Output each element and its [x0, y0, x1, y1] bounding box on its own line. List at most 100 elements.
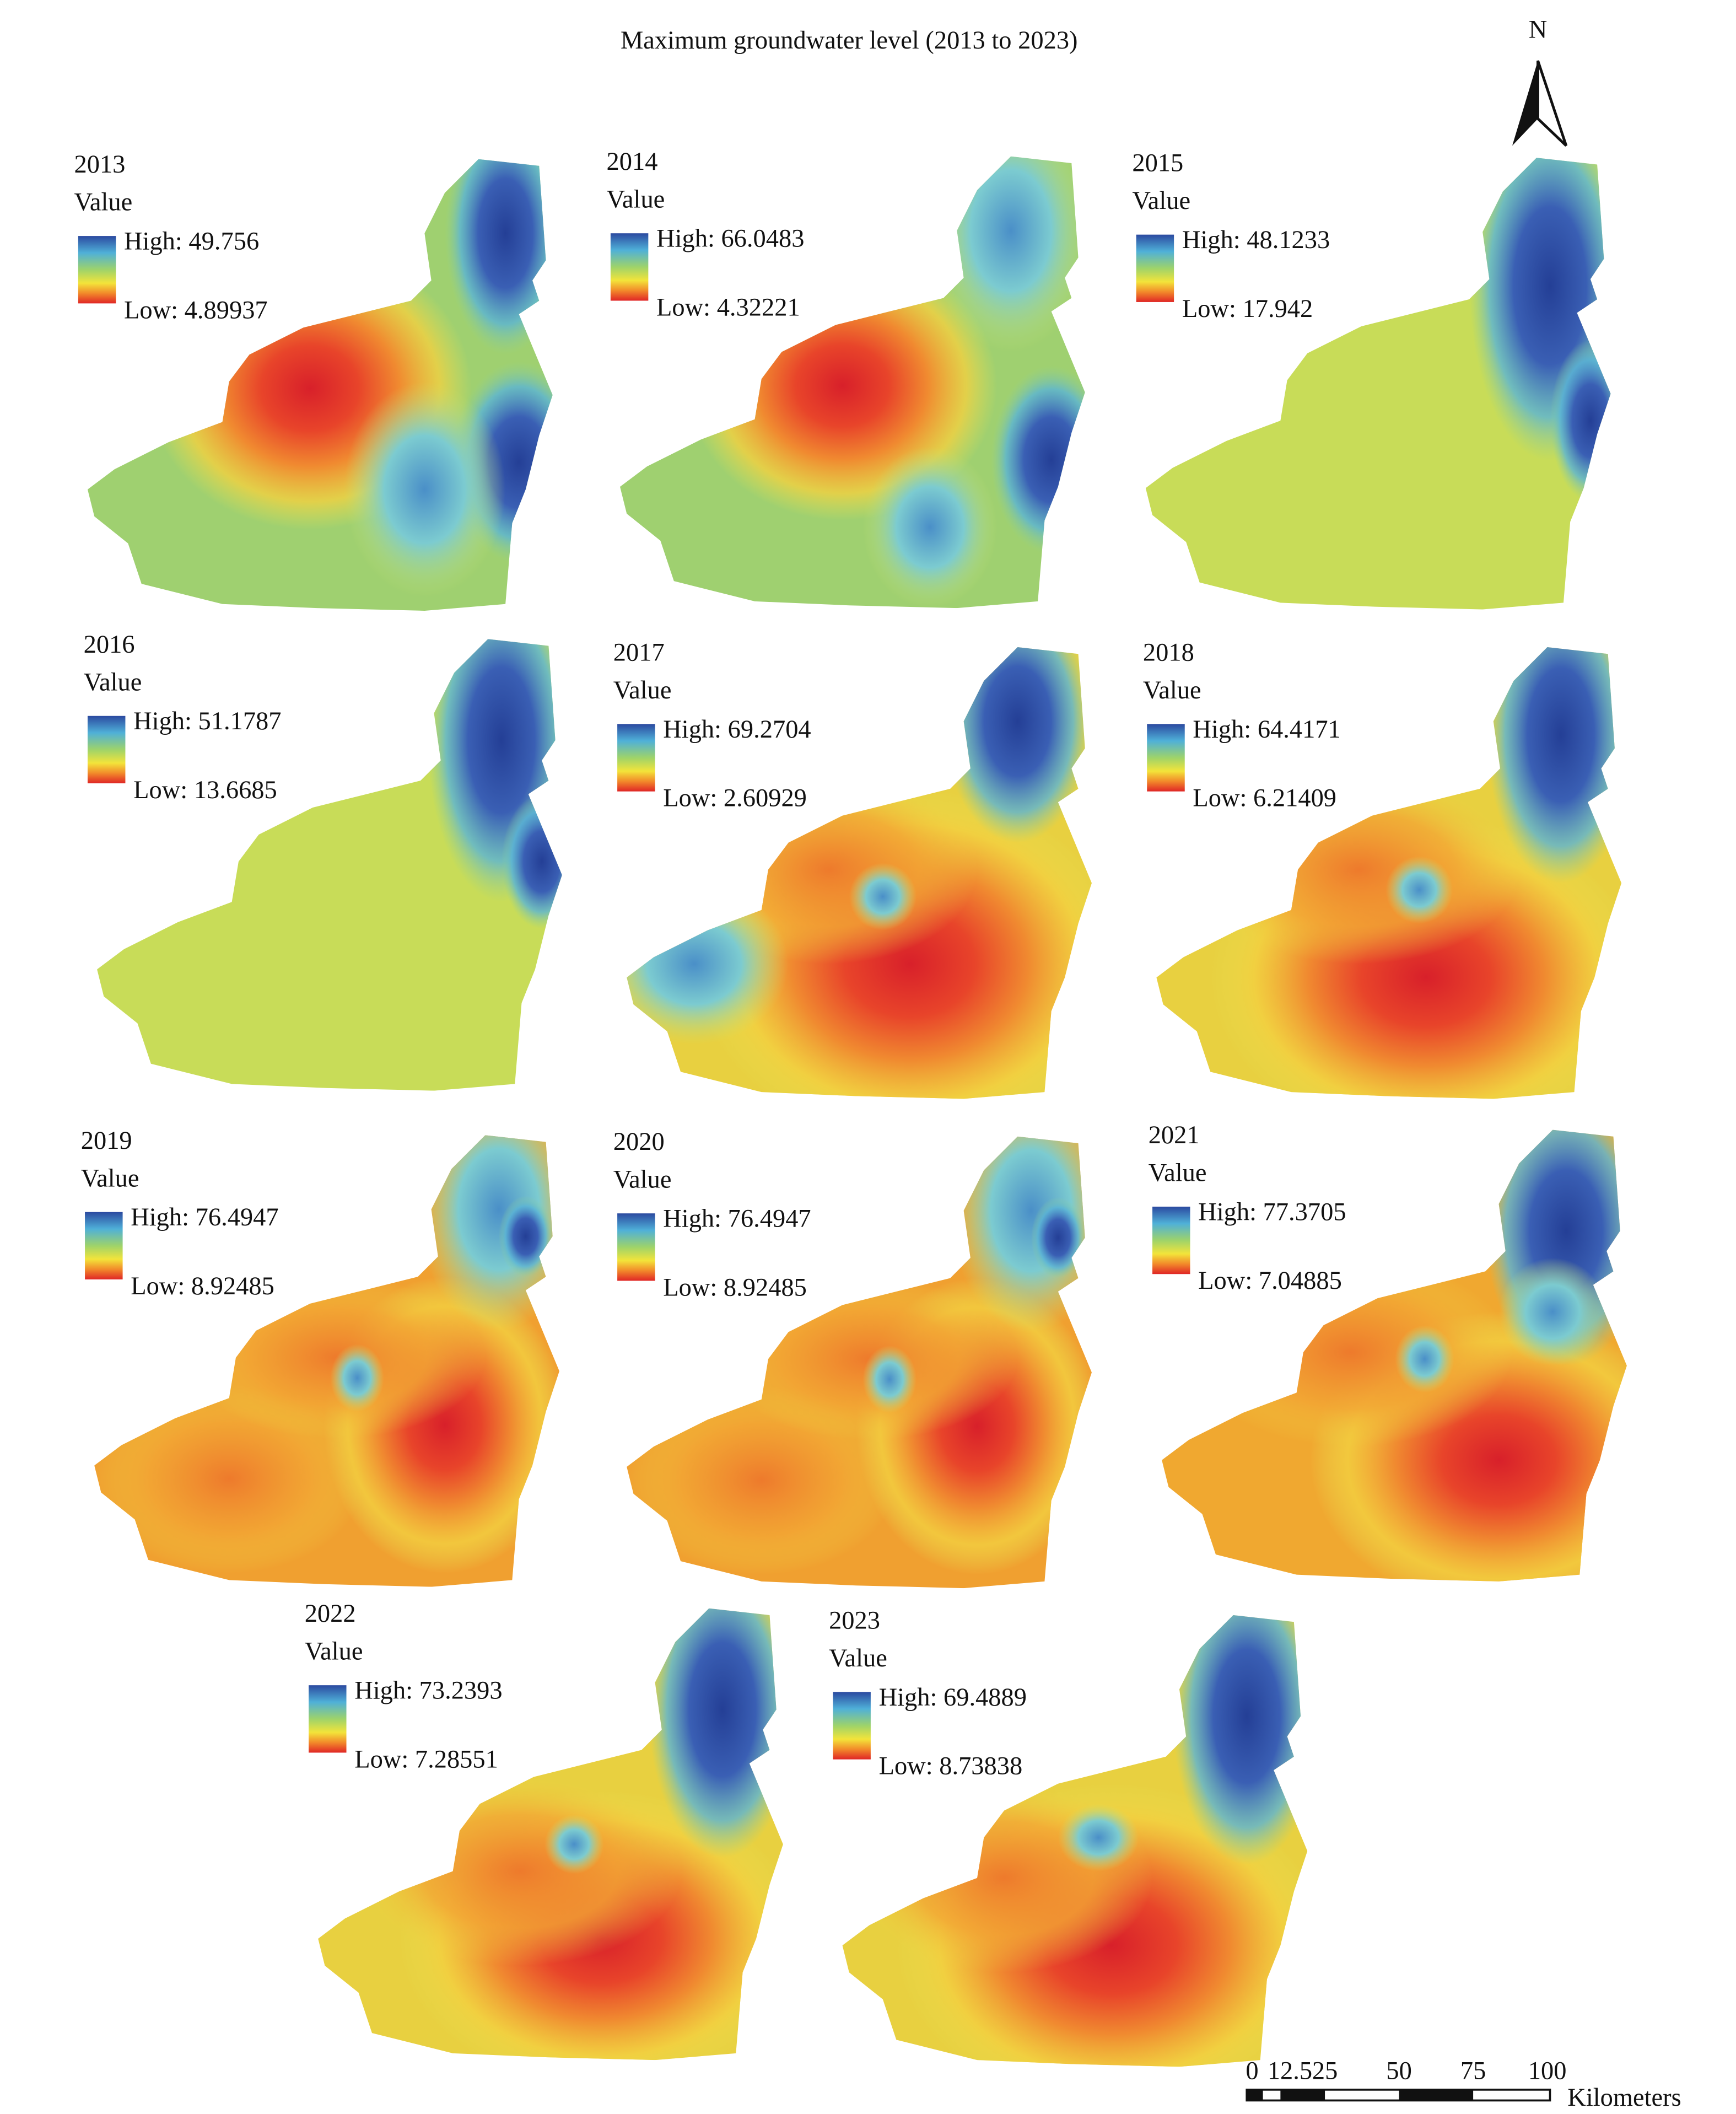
scale-bar-seg	[1399, 2089, 1474, 2101]
legend-low: Low: 8.92485	[131, 1272, 274, 1300]
scale-label: 0	[1246, 2057, 1258, 2085]
surface-zone	[1498, 1257, 1607, 1366]
legend-title: Value	[1132, 187, 1190, 215]
surface-zone	[445, 159, 553, 355]
map-panel: 2023 Value High: 69.4889 Low: 8.73838	[829, 1606, 1308, 2067]
surface-zone	[544, 1814, 604, 1874]
legend-high: High: 77.3705	[1198, 1198, 1346, 1226]
surface-zone	[1385, 856, 1453, 924]
panel-year: 2023	[829, 1606, 880, 1634]
map-surface	[1145, 158, 1611, 610]
panel-year: 2013	[74, 150, 126, 179]
map-surface	[1162, 1129, 1627, 1582]
map-surface	[87, 159, 553, 611]
map-title: Maximum groundwater level (2013 to 2023)	[621, 26, 1078, 55]
north-arrow: N	[1512, 16, 1568, 147]
legend-colorbar	[1152, 1206, 1190, 1274]
surface-zone	[862, 1345, 917, 1413]
scale-label: 12.5	[1268, 2057, 1312, 2085]
legend-low: Low: 7.04885	[1198, 1267, 1342, 1295]
map-panel: 2015 Value High: 48.1233 Low: 17.942	[1132, 149, 1611, 610]
legend-low: Low: 4.32221	[656, 293, 800, 321]
surface-zone	[330, 1344, 385, 1412]
map-surface	[627, 1136, 1092, 1589]
surface-zone	[648, 1608, 783, 1858]
legend-colorbar	[610, 233, 649, 301]
map-surface	[318, 1608, 783, 2061]
legend-title: Value	[81, 1164, 139, 1192]
map-panel: 2022 Value High: 73.2393 Low: 7.28551	[305, 1600, 783, 2061]
legend-high: High: 64.4171	[1193, 716, 1340, 744]
map-surface	[842, 1615, 1308, 2067]
map-surface	[620, 156, 1085, 609]
surface-zone	[1031, 1197, 1085, 1278]
legend-high: High: 66.0483	[656, 225, 804, 253]
legend-title: Value	[607, 186, 665, 214]
legend-colorbar	[833, 1692, 871, 1760]
surface-zone	[862, 446, 998, 609]
surface-zone	[343, 381, 506, 598]
panel-year: 2021	[1149, 1121, 1200, 1149]
surface-zone	[498, 1196, 553, 1277]
legend-low: Low: 8.73838	[879, 1752, 1023, 1781]
surface-zone	[427, 639, 562, 902]
map-panel: 2017 Value High: 69.2704 Low: 2.60929	[613, 638, 1092, 1099]
legend-title: Value	[613, 676, 672, 704]
legend-low: Low: 6.21409	[1193, 784, 1336, 813]
panel-year: 2020	[613, 1128, 665, 1156]
surface-zone	[990, 365, 1085, 555]
panel-year: 2018	[1143, 638, 1194, 666]
surface-zone	[358, 1777, 682, 1966]
scale-label: 100	[1528, 2057, 1567, 2085]
legend-title: Value	[74, 189, 133, 217]
map-panel: 2016 Value High: 51.1787 Low: 13.6685	[84, 631, 562, 1091]
panel-year: 2014	[607, 148, 658, 176]
legend-high: High: 76.4947	[663, 1205, 811, 1233]
map-panel: 2020 Value High: 76.4947 Low: 8.92485	[613, 1128, 1092, 1589]
surface-zone	[418, 1135, 559, 1331]
panel-year: 2022	[305, 1600, 356, 1628]
scale-bar-seg	[1247, 2089, 1263, 2101]
surface-zone	[501, 794, 562, 929]
map-panel: 2013 Value High: 49.756 Low: 4.89937	[74, 150, 553, 611]
surface-zone	[1172, 1615, 1308, 1865]
legend-low: Low: 4.89937	[124, 296, 268, 324]
legend-low: Low: 8.92485	[663, 1273, 807, 1301]
legend-high: High: 69.4889	[879, 1683, 1027, 1712]
north-arrow-right	[1536, 60, 1568, 147]
surface-zone	[1550, 340, 1611, 502]
surface-zone	[627, 883, 789, 1045]
legend-title: Value	[829, 1644, 887, 1672]
legend-high: High: 48.1233	[1182, 226, 1330, 254]
legend-low: Low: 7.28551	[354, 1745, 498, 1773]
panel-year: 2019	[81, 1127, 132, 1155]
north-arrow-left	[1512, 61, 1538, 146]
map-panel: 2021 Value High: 77.3705 Low: 7.04885	[1149, 1121, 1627, 1582]
legend-high: High: 49.756	[124, 228, 259, 256]
legend-title: Value	[305, 1638, 363, 1666]
scale-bar-seg	[1280, 2089, 1325, 2101]
legend-colorbar	[1147, 724, 1185, 792]
map-panel: 2014 Value High: 66.0483 Low: 4.32221	[607, 148, 1085, 609]
legend-colorbar	[1136, 234, 1174, 302]
legend-high: High: 76.4947	[131, 1203, 278, 1231]
surface-zone	[950, 1136, 1092, 1332]
surface-zone	[930, 156, 1085, 352]
legend-colorbar	[87, 716, 126, 784]
legend-title: Value	[613, 1166, 672, 1194]
panel-year: 2016	[84, 631, 135, 659]
map-panel: 2019 Value High: 76.4947 Low: 8.92485	[81, 1127, 559, 1587]
legend-colorbar	[617, 1213, 655, 1281]
map-surface	[627, 647, 1092, 1099]
panel-year: 2015	[1132, 149, 1183, 177]
legend-title: Value	[1149, 1159, 1207, 1187]
surface-zone	[1486, 647, 1622, 884]
north-label: N	[1529, 16, 1548, 44]
panels: 2013 Value High: 49.756 Low: 4.89937 2014 Val…	[74, 148, 1627, 2067]
scale-label: 25	[1312, 2057, 1338, 2085]
map-surface	[97, 639, 562, 1091]
surface-zone	[1058, 1804, 1139, 1871]
